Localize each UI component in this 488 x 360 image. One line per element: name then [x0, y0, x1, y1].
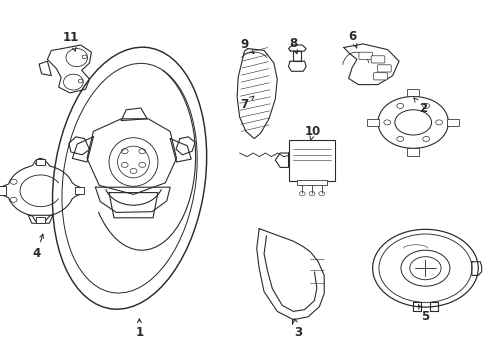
Polygon shape: [170, 139, 191, 162]
FancyBboxPatch shape: [0, 186, 6, 195]
Polygon shape: [412, 302, 420, 311]
FancyBboxPatch shape: [75, 187, 83, 194]
Polygon shape: [72, 137, 93, 162]
Polygon shape: [275, 153, 288, 167]
Text: 7: 7: [240, 96, 253, 111]
Ellipse shape: [394, 110, 430, 135]
Text: 2: 2: [413, 98, 426, 114]
FancyBboxPatch shape: [297, 180, 326, 185]
FancyBboxPatch shape: [447, 119, 458, 126]
Polygon shape: [39, 61, 51, 76]
Polygon shape: [121, 108, 147, 121]
Polygon shape: [471, 262, 481, 275]
Polygon shape: [288, 61, 305, 71]
Polygon shape: [343, 44, 398, 85]
Text: 3: 3: [293, 319, 302, 339]
FancyBboxPatch shape: [407, 89, 418, 96]
Polygon shape: [69, 137, 89, 155]
FancyBboxPatch shape: [377, 65, 390, 72]
Polygon shape: [28, 215, 53, 223]
FancyBboxPatch shape: [36, 217, 45, 223]
Polygon shape: [47, 45, 91, 93]
FancyBboxPatch shape: [366, 119, 378, 126]
Text: 5: 5: [418, 305, 428, 323]
Text: 4: 4: [33, 234, 43, 260]
Text: 1: 1: [135, 319, 143, 339]
Polygon shape: [288, 45, 305, 51]
FancyBboxPatch shape: [358, 52, 372, 59]
FancyBboxPatch shape: [407, 148, 418, 156]
Polygon shape: [293, 51, 301, 61]
Polygon shape: [429, 302, 437, 311]
Polygon shape: [109, 193, 158, 218]
Text: 8: 8: [289, 37, 297, 54]
Text: 10: 10: [304, 125, 321, 141]
Text: 9: 9: [240, 39, 253, 53]
Polygon shape: [0, 158, 82, 223]
FancyBboxPatch shape: [370, 56, 384, 63]
Polygon shape: [95, 187, 170, 212]
Polygon shape: [87, 119, 176, 194]
Text: 11: 11: [62, 31, 79, 51]
Polygon shape: [237, 49, 277, 139]
FancyBboxPatch shape: [288, 140, 335, 181]
FancyBboxPatch shape: [373, 73, 386, 80]
Text: 6: 6: [347, 30, 356, 48]
Polygon shape: [377, 96, 447, 148]
Polygon shape: [256, 229, 324, 320]
FancyBboxPatch shape: [36, 159, 45, 165]
Polygon shape: [176, 137, 195, 155]
